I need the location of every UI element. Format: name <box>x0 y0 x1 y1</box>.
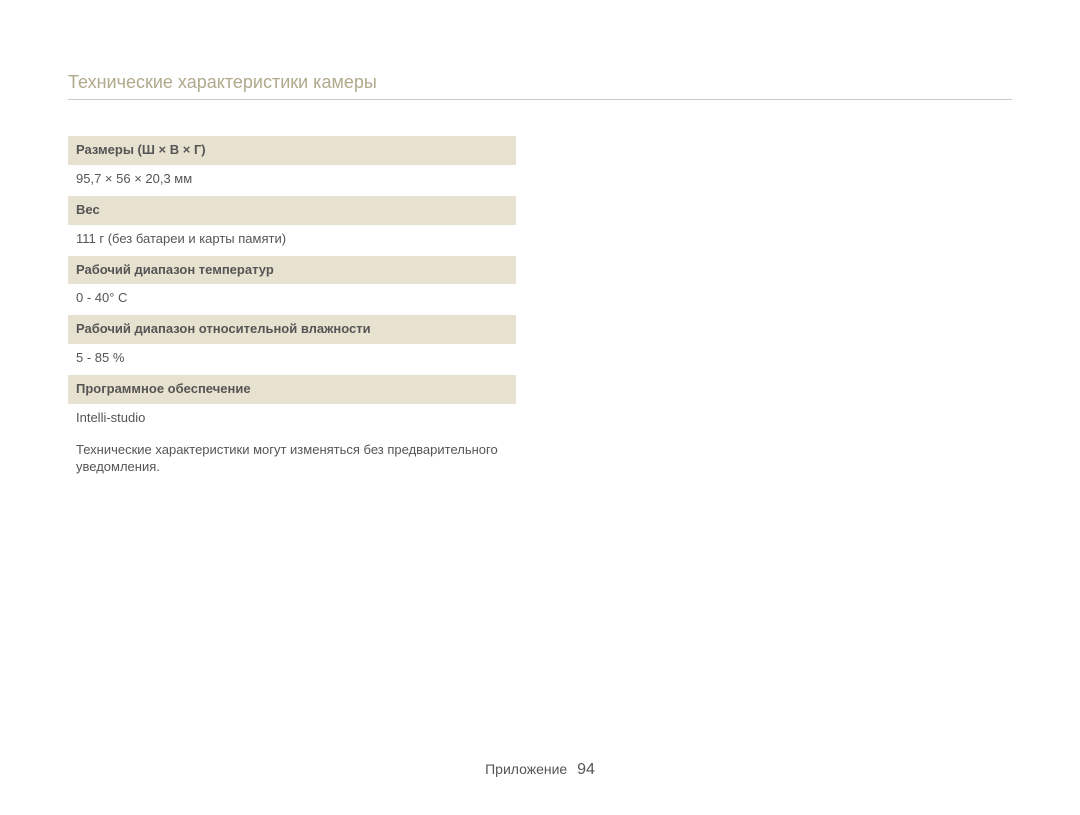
spec-row-value: 0 - 40° C <box>68 284 516 315</box>
spec-row-header: Рабочий диапазон относительной влажности <box>68 315 516 344</box>
footer-label: Приложение <box>485 761 567 777</box>
spec-row-value: Intelli-studio <box>68 404 516 435</box>
spec-row-value: 95,7 × 56 × 20,3 мм <box>68 165 516 196</box>
spec-row-header: Размеры (Ш × В × Г) <box>68 136 516 165</box>
spec-row-value: 111 г (без батареи и карты памяти) <box>68 225 516 256</box>
footer-page-number: 94 <box>577 761 595 778</box>
spec-row-value: 5 - 85 % <box>68 344 516 375</box>
spec-row-header: Рабочий диапазон температур <box>68 256 516 285</box>
page-title: Технические характеристики камеры <box>68 72 1012 97</box>
disclaimer-note: Технические характеристики могут изменят… <box>68 435 532 476</box>
title-underline <box>68 99 1012 100</box>
document-page: Технические характеристики камеры Размер… <box>0 0 1080 815</box>
spec-table: Размеры (Ш × В × Г) 95,7 × 56 × 20,3 мм … <box>68 136 516 435</box>
spec-row-header: Программное обеспечение <box>68 375 516 404</box>
spec-row-header: Вес <box>68 196 516 225</box>
page-footer: Приложение 94 <box>0 761 1080 779</box>
